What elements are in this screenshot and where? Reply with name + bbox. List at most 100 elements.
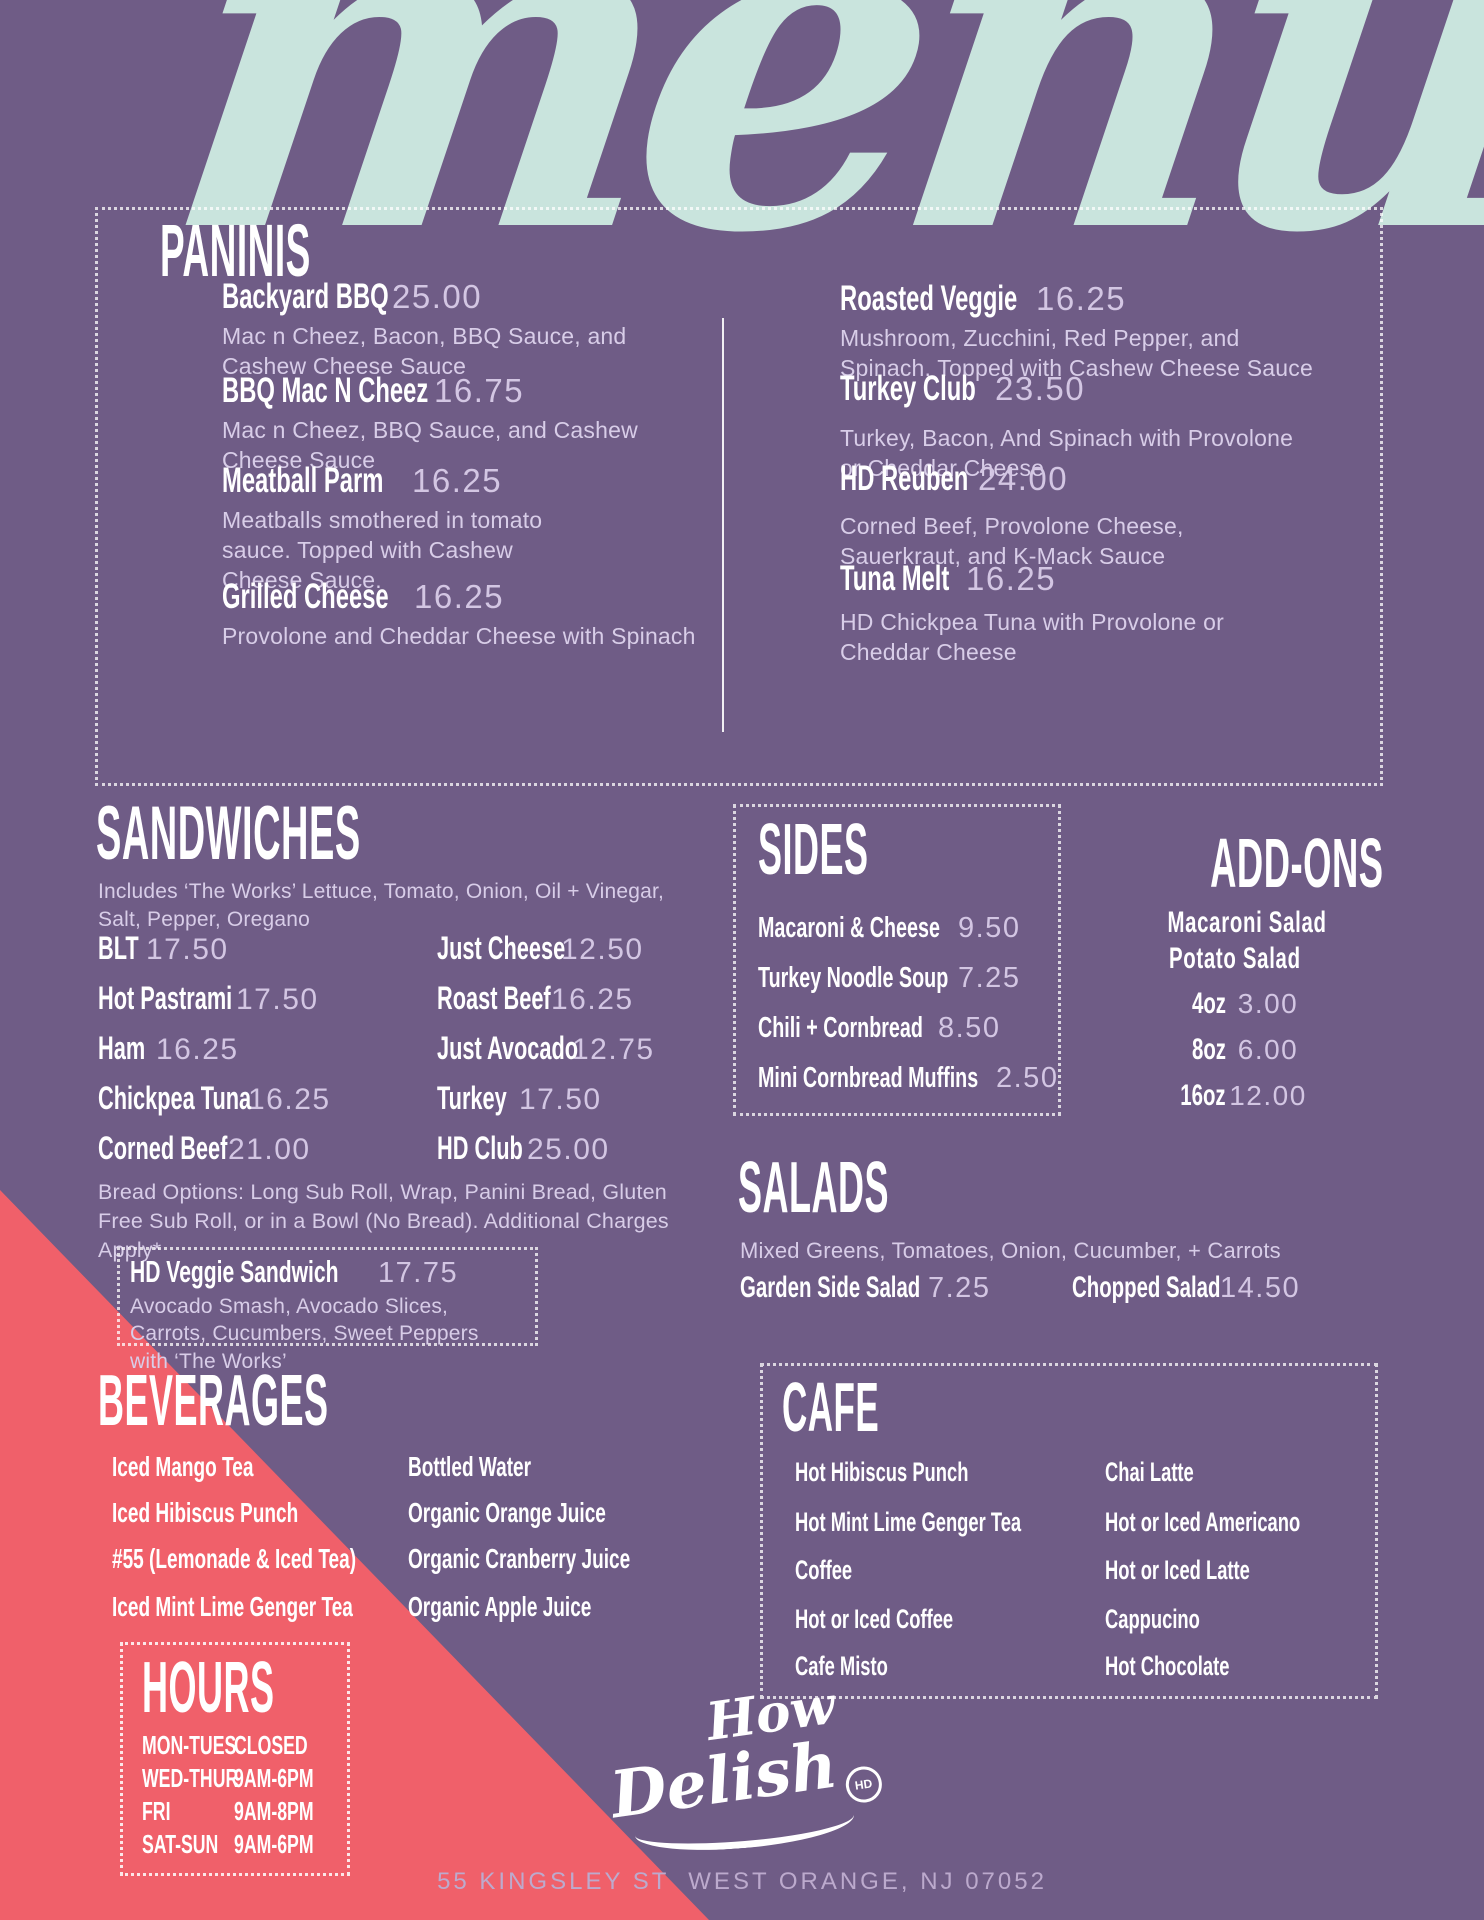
item-name: Roast Beef xyxy=(437,980,551,1016)
item-price: 25.00 xyxy=(527,1133,610,1166)
hours-row: SAT-SUN 9AM-6PM xyxy=(142,1829,351,1859)
menu-item: Chickpea Tuna16.25 xyxy=(98,1081,331,1117)
menu-item: Tuna Melt 16.25 HD Chickpea Tuna with Pro… xyxy=(840,560,1340,668)
item-price: 16.25 xyxy=(1036,280,1127,317)
item-desc: Mac n Cheez, Bacon, BBQ Sauce, and Cashe… xyxy=(222,323,627,379)
item-name: BLT xyxy=(98,930,139,966)
item-name: Iced Hibiscus Punch xyxy=(112,1497,299,1528)
item-price: 9.50 xyxy=(958,912,1021,944)
beverage-item: Organic Apple Juice xyxy=(408,1592,678,1622)
menu-item: Chopped Salad14.50 xyxy=(1072,1272,1300,1305)
item-desc: Avocado Smash, Avocado Slices, Carrots, … xyxy=(130,1295,479,1373)
addon-size: 4oz xyxy=(1191,987,1226,1020)
menu-item: Meatball Parm 16.25 Meatballs smothered i… xyxy=(222,462,692,596)
hours-days: FRI xyxy=(142,1796,171,1826)
hours-days: WED-THUR xyxy=(142,1763,239,1793)
item-price: 14.50 xyxy=(1220,1272,1301,1304)
hours-days: SAT-SUN xyxy=(142,1829,219,1859)
item-desc: Mushroom, Zucchini, Red Pepper, and Spin… xyxy=(840,325,1313,381)
cafe-item: Coffee xyxy=(795,1556,879,1585)
item-name: Mini Cornbread Muffins xyxy=(758,1062,979,1094)
item-desc: Turkey, Bacon, And Spinach with Provolon… xyxy=(840,425,1294,481)
item-name: Cappucino xyxy=(1105,1604,1200,1634)
menu-item: Roasted Veggie 16.25 Mushroom, Zucchini, … xyxy=(840,280,1340,384)
item-name: Turkey Noodle Soup xyxy=(758,962,949,994)
addons-size-row: 16oz 12.00 xyxy=(1130,1080,1340,1112)
salads-note: Mixed Greens, Tomatoes, Onion, Cucumber,… xyxy=(740,1238,1281,1263)
item-price: 17.50 xyxy=(519,1083,602,1116)
item-price: 7.25 xyxy=(928,1272,991,1304)
item-price: 25.00 xyxy=(392,278,483,315)
beverage-item: Organic Cranberry Juice xyxy=(408,1543,735,1574)
item-name: Organic Cranberry Juice xyxy=(408,1543,631,1574)
item-price: 2.50 xyxy=(996,1062,1059,1094)
item-name: HD Veggie Sandwich xyxy=(130,1254,339,1289)
item-price: 16.25 xyxy=(551,983,634,1016)
addon-size: 8oz xyxy=(1191,1033,1226,1066)
item-name: Cafe Misto xyxy=(795,1651,888,1681)
section-heading-label: BEVERAGES xyxy=(98,1361,329,1441)
item-name: Bottled Water xyxy=(408,1451,532,1482)
menu-item: Just Cheese12.50 xyxy=(437,930,644,967)
item-name: HD Club xyxy=(437,1130,523,1166)
item-price: 7.25 xyxy=(958,962,1021,994)
menu-item: HD Reuben 24.00 Corned Beef, Provolone Ch… xyxy=(840,460,1340,572)
hours-time: CLOSED xyxy=(234,1730,308,1760)
item-name: Hot or Iced Latte xyxy=(1105,1555,1250,1585)
beverage-item: #55 (Lemonade & Iced Tea) xyxy=(112,1543,471,1574)
address: 55 KINGSLEY ST WEST ORANGE, NJ 07052 xyxy=(437,1868,1047,1895)
brand-logo: How Delish HD xyxy=(575,1675,915,1856)
item-name: Iced Mint Lime Genger Tea xyxy=(112,1591,353,1622)
item-name: Chopped Salad xyxy=(1072,1271,1221,1304)
sandwiches-note: Includes ‘The Works’ Lettuce, Tomato, On… xyxy=(98,880,665,932)
cafe-item: Hot Mint Lime Genger Tea xyxy=(795,1508,1128,1537)
addons-line1-label: Macaroni Salad xyxy=(1167,906,1327,939)
section-heading-label: PANINIS xyxy=(160,209,311,292)
section-heading-sandwiches: SANDWICHES xyxy=(96,796,625,872)
menu-item: Grilled Cheese 16.25 Provolone and Chedda… xyxy=(222,578,722,652)
cafe-item: Cafe Misto xyxy=(795,1651,932,1681)
hours-time: 9AM-8PM xyxy=(234,1796,314,1826)
menu-item: Garden Side Salad 7.25 xyxy=(740,1272,990,1305)
addons-line2: Potato Salad xyxy=(1130,944,1340,974)
item-name: Just Avocado xyxy=(437,1030,579,1066)
item-price: 24.00 xyxy=(978,460,1069,497)
item-price: 17.75 xyxy=(378,1257,459,1289)
item-name: Just Cheese xyxy=(437,930,566,966)
addons-line2-label: Potato Salad xyxy=(1169,942,1301,975)
addons-line1: Macaroni Salad xyxy=(1130,908,1340,938)
section-heading-label: SALADS xyxy=(738,1148,890,1228)
section-heading-label: CAFE xyxy=(782,1368,880,1446)
menu-item: Hot Pastrami 17.50 xyxy=(98,981,319,1017)
cafe-item: Hot or Iced Americano xyxy=(1105,1507,1392,1537)
menu-item: Macaroni & Cheese 9.50 xyxy=(758,912,1020,945)
menu-item: Just Avocado12.75 xyxy=(437,1030,655,1067)
column-divider xyxy=(722,318,724,732)
item-name: Tuna Melt xyxy=(840,559,950,598)
menu-item: Chili + Cornbread 8.50 xyxy=(758,1012,1000,1045)
item-name: Hot Hibiscus Punch xyxy=(795,1457,969,1487)
item-name: #55 (Lemonade & Iced Tea) xyxy=(112,1543,357,1574)
item-name: Backyard BBQ xyxy=(222,277,389,316)
cafe-item: Hot or Iced Coffee xyxy=(795,1605,1028,1634)
section-heading-label: SANDWICHES xyxy=(96,791,361,876)
addon-price: 12.00 xyxy=(1229,1080,1307,1111)
section-heading-label: SIDES xyxy=(758,810,869,890)
item-price: 17.50 xyxy=(236,983,319,1016)
item-name: Organic Orange Juice xyxy=(408,1497,606,1528)
menu-item: Roast Beef16.25 xyxy=(437,980,634,1017)
cafe-item: Hot Chocolate xyxy=(1105,1652,1288,1681)
cafe-item: Hot Hibiscus Punch xyxy=(795,1457,1050,1487)
beverage-item: Organic Orange Juice xyxy=(408,1497,699,1528)
item-price: 12.50 xyxy=(561,933,644,966)
item-name: Turkey Club xyxy=(840,369,976,408)
item-desc: Mac n Cheez, BBQ Sauce, and Cashew Chees… xyxy=(222,417,638,473)
item-desc: Meatballs smothered in tomato sauce. Top… xyxy=(222,507,543,593)
item-name: BBQ Mac N Cheez xyxy=(222,371,429,410)
item-desc: Provolone and Cheddar Cheese with Spinac… xyxy=(222,623,696,649)
item-name: Hot or Iced Americano xyxy=(1105,1507,1301,1537)
item-name: Corned Beef xyxy=(98,1130,228,1166)
item-desc: HD Chickpea Tuna with Provolone or Chedd… xyxy=(840,609,1224,665)
item-name: Meatball Parm xyxy=(222,461,384,500)
